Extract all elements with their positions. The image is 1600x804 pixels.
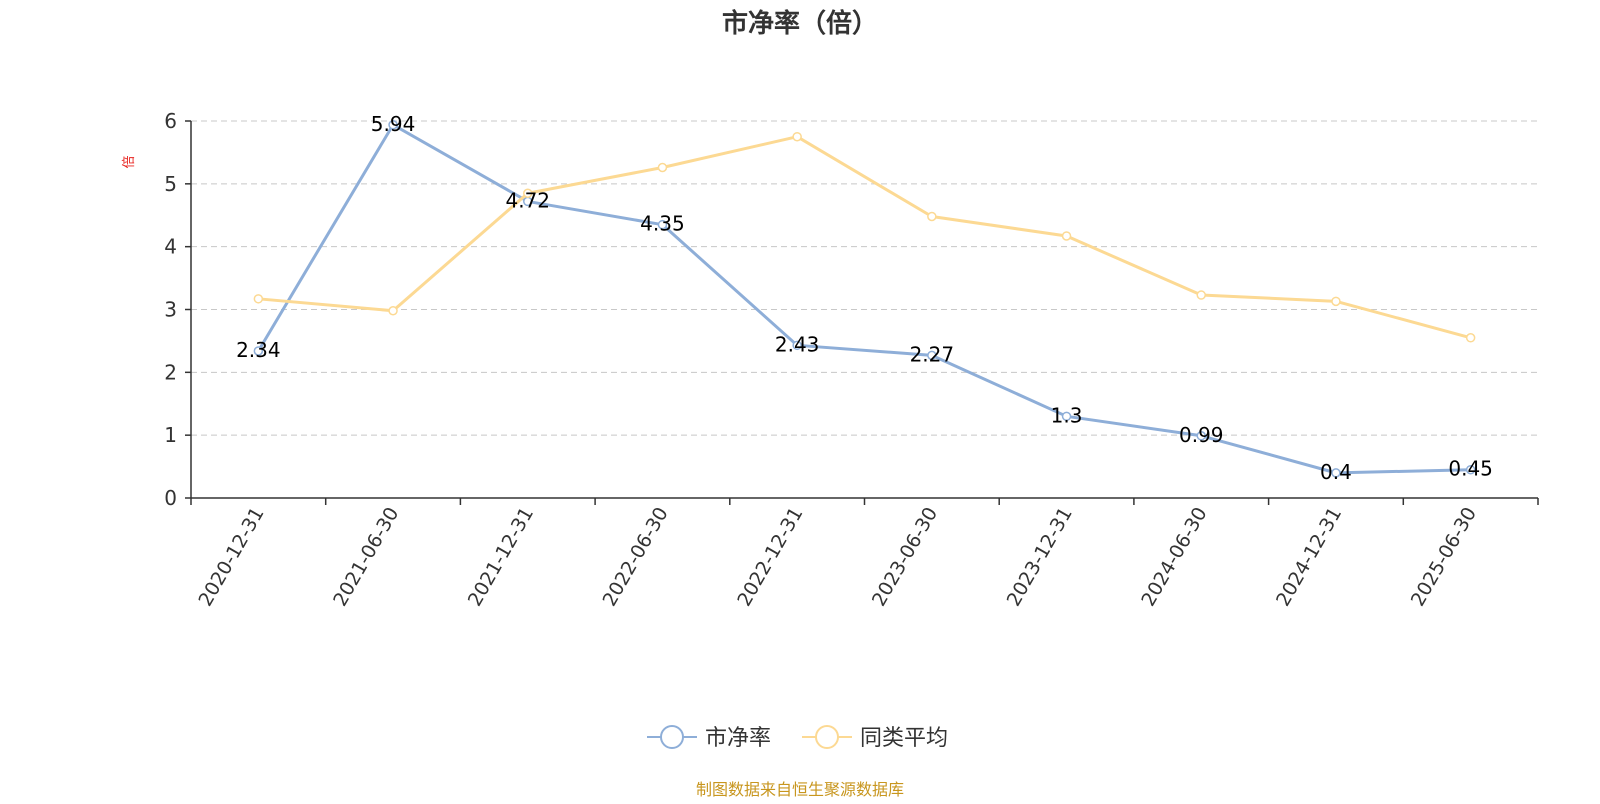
x-tick-label: 2023-06-30: [868, 504, 942, 611]
x-tick-label: 2022-06-30: [599, 504, 673, 611]
y-tick-label: 5: [164, 172, 177, 196]
data-label: 5.94: [371, 112, 416, 136]
data-point[interactable]: [657, 219, 668, 230]
legend-marker[interactable]: [815, 725, 839, 749]
data-point[interactable]: [1061, 231, 1072, 241]
chart-title: 市净率（倍）: [722, 8, 878, 39]
data-point[interactable]: [1196, 290, 1206, 300]
x-tick-label: 2021-06-30: [329, 504, 403, 611]
y-tick-label: 0: [164, 486, 177, 510]
series-line-0: [257, 123, 1471, 475]
data-label: 4.72: [505, 188, 550, 212]
y-tick-label: 4: [164, 235, 177, 259]
gridlines: [191, 120, 1538, 436]
data-labels: 2.34 5.94 4.72 4.35 2.43 2.27 1.3 0.99 0.4 0.45: [236, 112, 1493, 484]
data-label: 0.4: [1320, 460, 1352, 484]
legend-label[interactable]: 市净率: [705, 726, 771, 751]
y-tick-label: 1: [164, 423, 177, 447]
legend: 市净率 同类平均: [647, 725, 948, 751]
data-point[interactable]: [1331, 296, 1341, 307]
y-axis-unit-label: 倍: [122, 155, 137, 168]
x-tick-label: 2021-12-31: [464, 504, 538, 611]
y-tick-label: 3: [164, 298, 177, 322]
series-layer: [253, 120, 1476, 478]
data-point[interactable]: [253, 346, 264, 356]
y-tick-label: 2: [164, 360, 177, 384]
x-tick-label: 2025-06-30: [1407, 504, 1481, 611]
data-point[interactable]: [927, 211, 937, 222]
data-point[interactable]: [1465, 464, 1476, 475]
data-label: 4.35: [640, 212, 685, 236]
y-tick-label: 6: [164, 109, 177, 133]
data-point[interactable]: [1061, 411, 1072, 422]
x-tick-label: 2020-12-31: [194, 504, 268, 611]
data-label: 1.3: [1051, 403, 1083, 427]
data-point[interactable]: [1465, 333, 1476, 343]
x-tick-label: 2023-12-31: [1003, 504, 1077, 611]
data-point[interactable]: [388, 120, 398, 130]
data-point[interactable]: [792, 131, 802, 142]
data-point[interactable]: [1331, 468, 1341, 478]
data-point[interactable]: [388, 306, 398, 316]
legend-marker[interactable]: [660, 725, 684, 749]
series-line-1: [258, 135, 1472, 340]
data-point[interactable]: [927, 350, 937, 361]
source-note: 制图数据来自恒生聚源数据库: [696, 780, 904, 799]
data-label: 0.45: [1448, 457, 1493, 481]
x-tick-label: 2022-12-31: [733, 504, 807, 611]
data-point[interactable]: [657, 162, 668, 173]
data-label: 2.43: [775, 332, 820, 356]
data-label: 0.99: [1179, 423, 1224, 447]
data-label: 2.27: [910, 342, 955, 366]
data-point[interactable]: [253, 294, 264, 304]
data-point[interactable]: [1196, 431, 1206, 441]
data-point[interactable]: [792, 340, 802, 351]
x-tick-label: 2024-12-31: [1272, 504, 1346, 611]
data-label: 2.34: [236, 338, 281, 362]
legend-label[interactable]: 同类平均: [860, 726, 948, 751]
x-tick-label: 2024-06-30: [1137, 504, 1211, 611]
data-point[interactable]: [523, 188, 533, 199]
